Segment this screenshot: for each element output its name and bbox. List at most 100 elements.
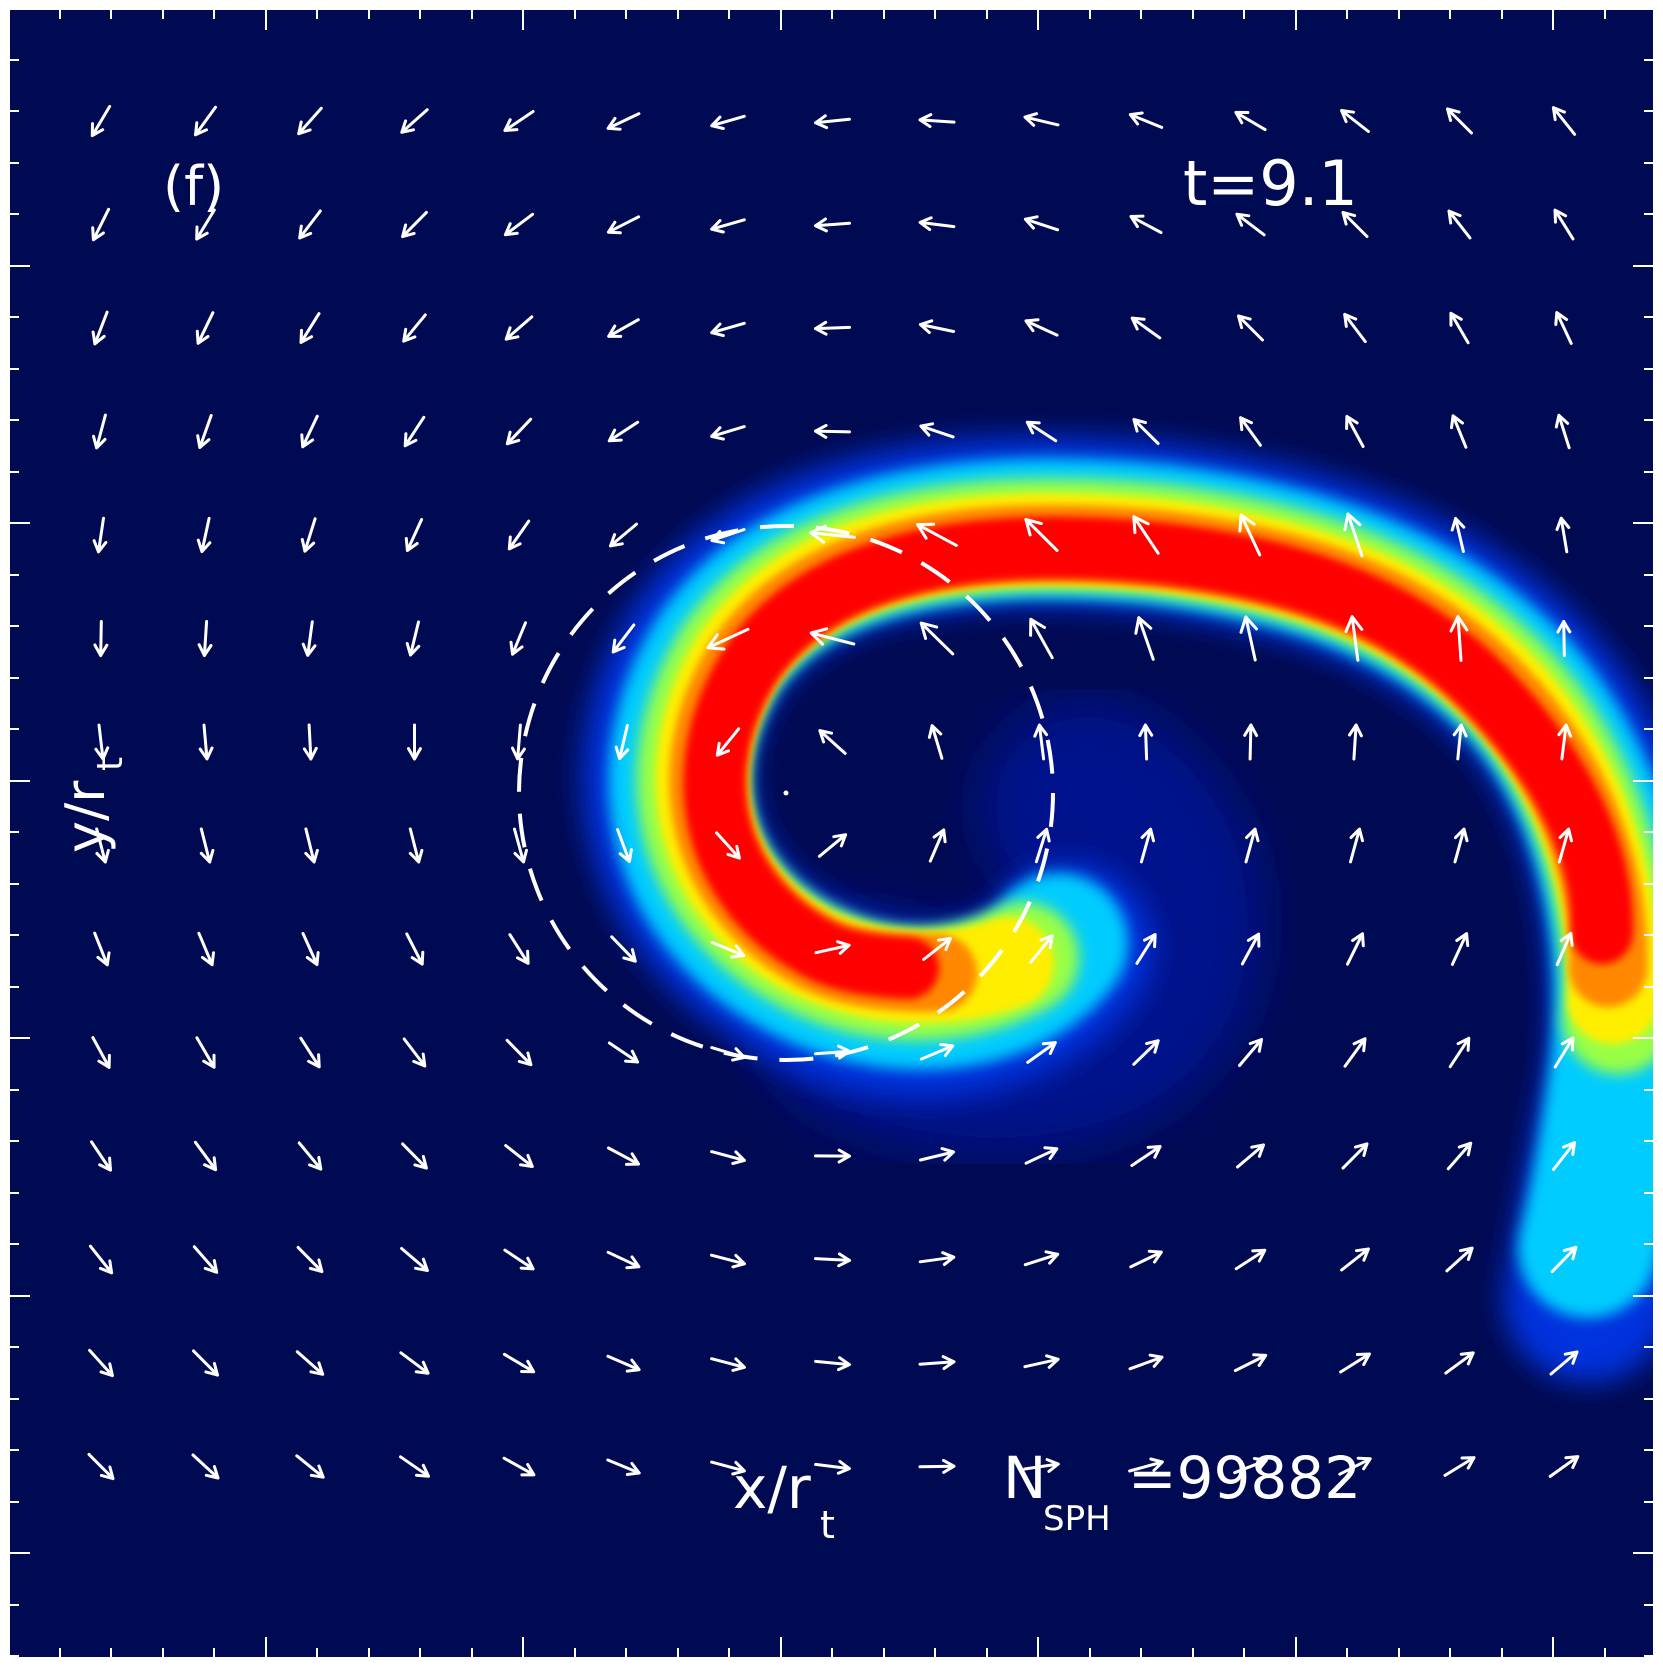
velocity-arrow-icon: [1128, 1353, 1164, 1371]
velocity-arrow-icon: [404, 518, 424, 552]
particle-count-symbol: N: [1003, 1444, 1046, 1512]
velocity-arrow-icon: [715, 831, 741, 860]
velocity-arrow-icon: [1557, 827, 1573, 864]
velocity-arrow-icon: [809, 524, 856, 544]
plot-frame: [8, 8, 1655, 1659]
velocity-arrow-icon: [818, 729, 847, 755]
velocity-arrow-icon: [1023, 215, 1060, 232]
velocity-arrow-icon: [399, 1455, 430, 1478]
velocity-arrow-icon: [927, 724, 944, 760]
velocity-arrow-icon: [1026, 1041, 1057, 1064]
velocity-arrow-icon: [611, 623, 636, 654]
velocity-arrow-icon: [1555, 516, 1571, 554]
velocity-arrow-icon: [1343, 312, 1367, 344]
velocity-arrow-icon: [1240, 932, 1261, 966]
velocity-arrow-icon: [1449, 615, 1469, 662]
velocity-arrow-icon: [193, 1140, 218, 1172]
tidal-radius-circle: [517, 524, 1055, 1062]
velocity-arrow-icon: [710, 218, 746, 234]
velocity-arrow-icon: [403, 415, 426, 448]
velocity-arrow-icon: [710, 941, 746, 959]
velocity-arrow-icon: [300, 517, 317, 553]
velocity-arrow-icon: [400, 108, 429, 134]
velocity-arrow-icon: [1233, 1353, 1268, 1373]
velocity-arrow-icon: [88, 1244, 114, 1275]
velocity-arrow-icon: [408, 827, 424, 864]
velocity-arrow-icon: [1138, 723, 1154, 761]
velocity-arrow-icon: [1130, 1145, 1162, 1167]
velocity-arrow-icon: [607, 318, 640, 338]
velocity-arrow-icon: [606, 1250, 641, 1270]
velocity-arrow-icon: [1343, 1037, 1367, 1068]
velocity-arrow-icon: [1023, 1354, 1060, 1369]
velocity-arrow-icon: [706, 627, 750, 651]
velocity-arrow-icon: [1243, 723, 1259, 761]
velocity-arrow-icon: [405, 620, 421, 657]
particle-count-subscript: SPH: [1043, 1499, 1111, 1539]
velocity-arrow-icon: [607, 1041, 640, 1064]
velocity-arrow-icon: [91, 310, 109, 346]
velocity-arrow-icon: [197, 931, 215, 967]
velocity-arrow-icon: [1450, 517, 1466, 553]
velocity-arrow-icon: [1234, 1248, 1267, 1271]
velocity-arrow-icon: [1344, 615, 1364, 662]
velocity-arrow-icon: [614, 723, 630, 761]
velocity-arrow-icon: [402, 1037, 427, 1068]
velocity-arrow-icon: [922, 937, 952, 961]
velocity-arrow-icon: [295, 1454, 325, 1479]
velocity-arrow-icon: [1023, 1458, 1060, 1473]
plot-background: [8, 8, 1655, 1659]
velocity-arrow-icon: [814, 217, 851, 233]
velocity-arrow-icon: [1557, 723, 1573, 761]
velocity-arrow-icon: [1447, 209, 1472, 240]
velocity-arrow-icon: [195, 208, 216, 241]
velocity-arrow-icon: [606, 1354, 641, 1373]
velocity-arrow-icon: [504, 1144, 534, 1168]
velocity-arrow-icon: [814, 1148, 851, 1164]
velocity-arrow-icon: [1450, 932, 1470, 966]
y-axis-label-text: y/r: [54, 780, 117, 853]
velocity-arrow-icon: [606, 215, 641, 235]
velocity-arrow-icon: [1234, 110, 1267, 132]
velocity-arrow-icon: [919, 422, 955, 439]
velocity-arrow-icon: [919, 1043, 955, 1061]
velocity-arrow-icon: [1034, 827, 1051, 864]
velocity-arrow-icon: [304, 827, 319, 864]
velocity-arrow-icon: [1340, 1247, 1370, 1272]
velocity-arrow-icon: [88, 1348, 114, 1378]
velocity-arrow-icon: [513, 827, 528, 864]
velocity-arrow-icon: [809, 627, 856, 646]
x-axis-label: x/r t: [733, 1454, 835, 1547]
velocity-arrow-icon: [1449, 311, 1470, 345]
velocity-arrow-icon: [1553, 208, 1575, 241]
velocity-arrow-icon: [503, 212, 535, 237]
velocity-arrow-icon: [1349, 827, 1364, 864]
velocity-arrow-icon: [297, 1141, 323, 1171]
velocity-arrow-icon: [710, 321, 746, 338]
velocity-arrow-icon: [1238, 513, 1262, 557]
velocity-arrow-icon: [1129, 1249, 1163, 1269]
velocity-arrow-icon: [606, 112, 641, 131]
velocity-arrow-icon: [918, 216, 956, 232]
velocity-arrow-icon: [1348, 723, 1363, 761]
velocity-arrow-icon: [814, 1459, 851, 1475]
velocity-arrow-icon: [87, 1452, 115, 1481]
velocity-arrow-icon: [607, 420, 640, 443]
velocity-arrow-icon: [918, 1251, 956, 1266]
velocity-arrow-icon: [1550, 1245, 1578, 1274]
velocity-arrow-icon: [401, 210, 428, 239]
velocity-arrow-icon: [1134, 616, 1155, 661]
x-axis-label-subscript: t: [820, 1503, 835, 1547]
velocity-arrow-icon: [1551, 106, 1577, 136]
velocity-arrow-icon: [502, 1352, 536, 1374]
y-axis-label-subscript: t: [90, 757, 131, 771]
velocity-arrow-icon: [1239, 615, 1258, 662]
velocity-arrow-icon: [192, 1245, 219, 1274]
velocity-arrow-icon: [1552, 1141, 1576, 1171]
velocity-arrow-icon: [1023, 112, 1060, 127]
velocity-arrow-icon: [710, 425, 746, 441]
velocity-arrow-icon: [1244, 827, 1260, 864]
velocity-arrow-icon: [1453, 827, 1469, 864]
velocity-arrow-icon: [814, 1356, 851, 1372]
velocity-arrow-icon: [505, 417, 533, 446]
